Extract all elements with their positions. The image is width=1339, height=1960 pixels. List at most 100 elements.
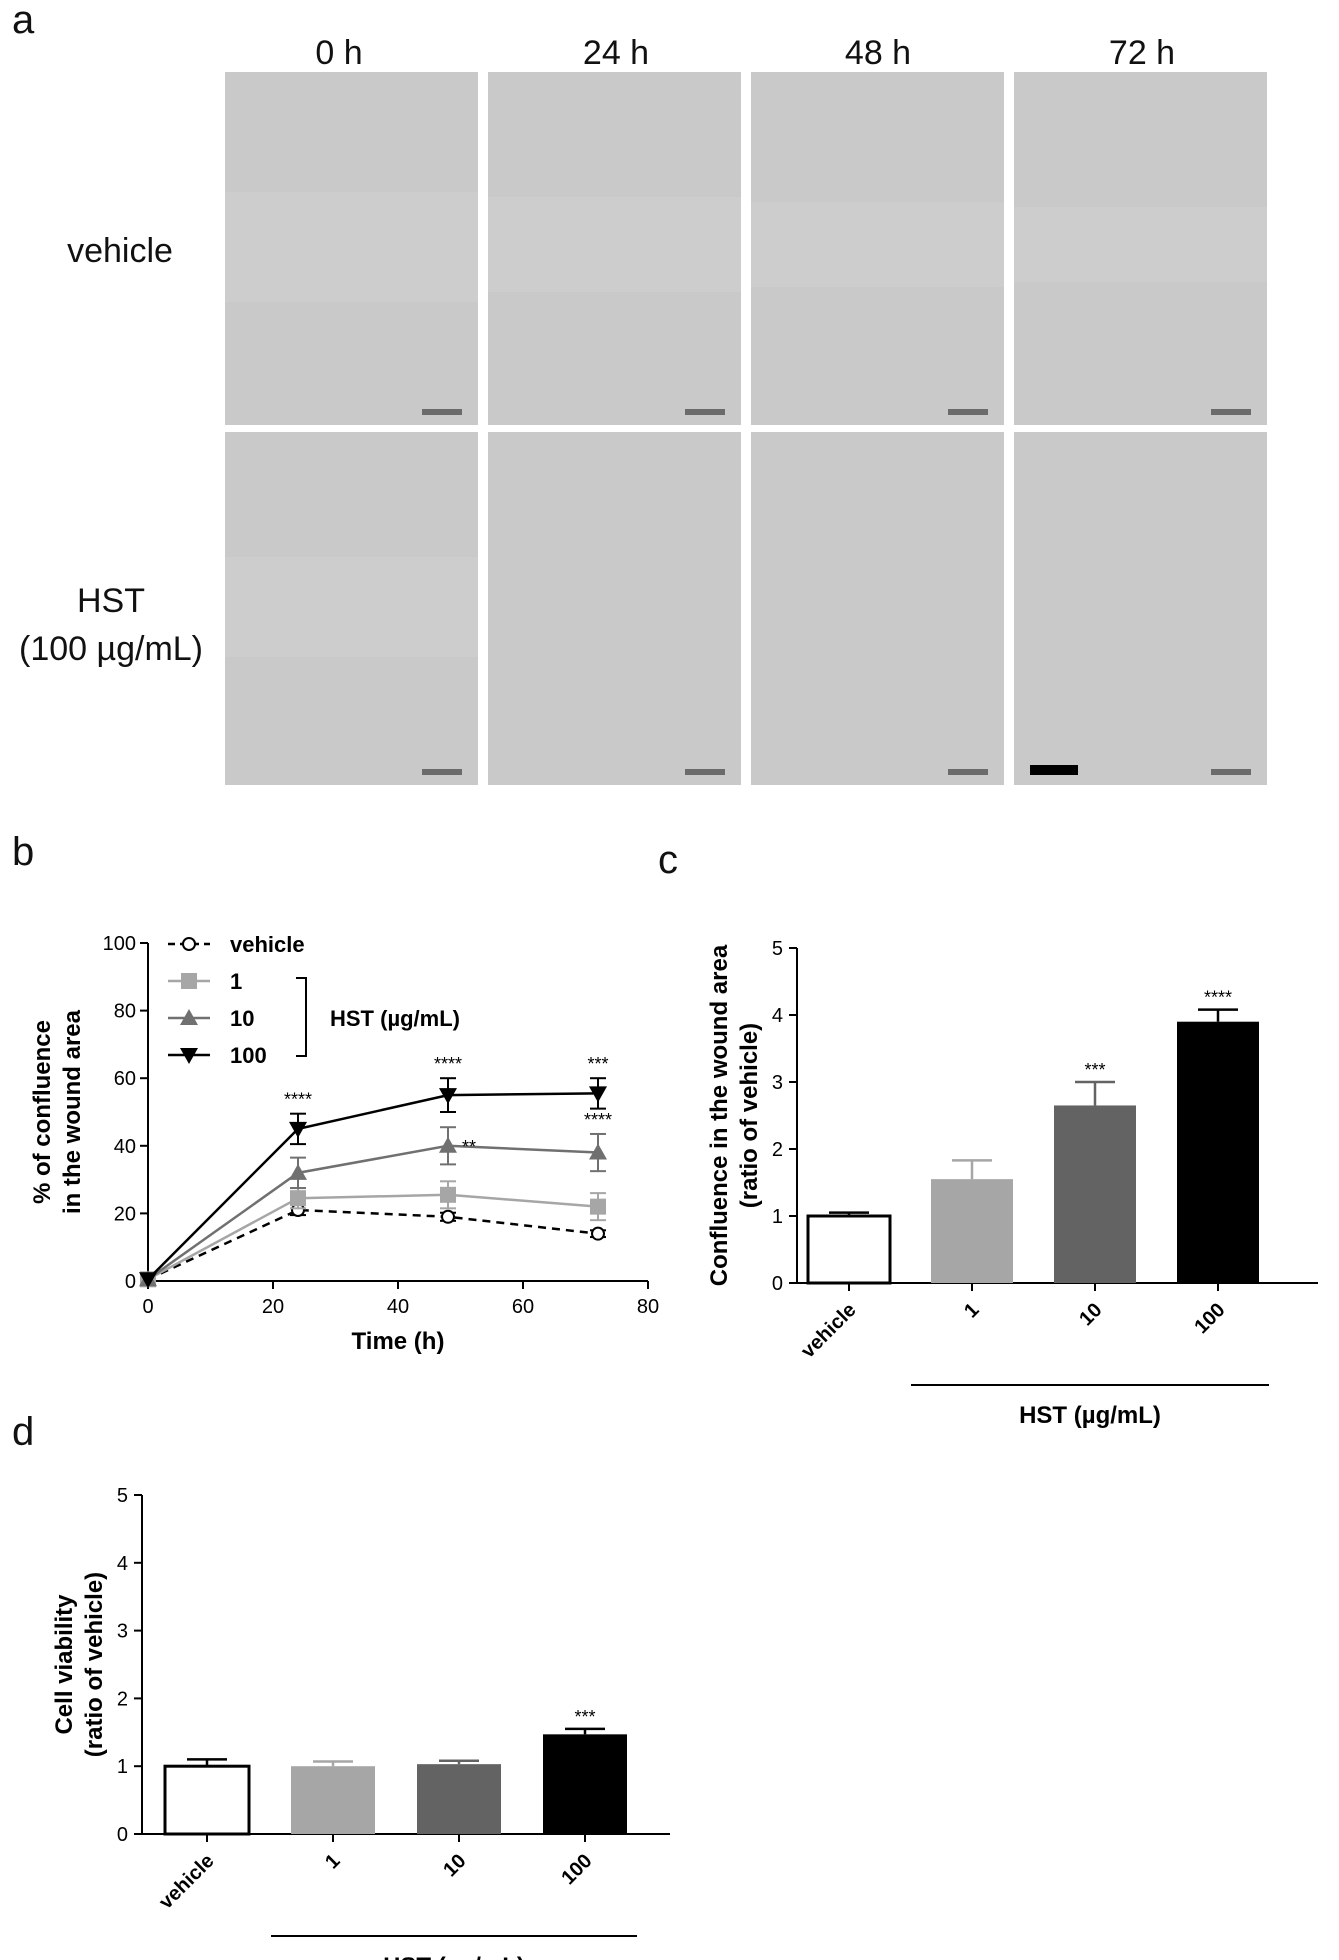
y-tick-label: 2 [772,1139,783,1161]
y-tick-label: 3 [772,1072,783,1094]
data-point-10 [439,1136,457,1153]
x-tick-label: vehicle [797,1299,861,1363]
micrograph-vehicle-0h [225,72,478,425]
y-axis-label-line1: % of confluence [29,1020,56,1204]
legend-label: 100 [230,1043,267,1068]
micrograph-hst-72h [1014,432,1267,785]
y-tick-label: 100 [103,933,136,955]
y-tick-label: 4 [117,1553,128,1575]
bar-100 [1177,1021,1259,1283]
x-tick-label: 100 [1190,1299,1229,1338]
data-point-vehicle [591,1226,605,1241]
bar-1 [291,1766,375,1834]
x-tick-label: 20 [262,1296,284,1318]
panel-b-letter: b [12,830,35,874]
y-tick-label: 5 [772,938,783,960]
y-tick-label: 60 [114,1068,136,1090]
y-tick-label: 2 [117,1688,128,1710]
data-point-1 [590,1198,606,1215]
y-axis-label-line1: Confluence in the wound area [706,944,733,1286]
series-10: ****** [139,1110,612,1287]
x-tick-label: 10 [1075,1299,1106,1330]
significance-label: *** [574,1707,595,1727]
significance-label: *** [587,1054,608,1074]
x-tick-label: vehicle [155,1850,219,1914]
micrograph-vehicle-72h [1014,72,1267,425]
y-tick-label: 5 [117,1485,128,1507]
significance-label: ** [462,1137,476,1157]
y-tick-label: 3 [117,1621,128,1643]
series-line-1 [147,1193,599,1281]
bar-chart-cell-viability: 0 1 2 3 4 5 Cell viability (ratio of vehicle) ve… [51,1485,670,1960]
time-label-48h: 48 h [844,34,912,72]
legend-label: 1 [230,969,242,994]
significance-label: **** [1204,988,1232,1008]
micrograph-hst-0h [225,432,478,785]
bar-chart-confluence-ratio: 0 1 2 3 4 5 Confluence in the wound area (ratio… [706,938,1318,1429]
data-point-100 [589,1086,607,1103]
group-label: HST (µg/mL) [383,1953,525,1960]
bar-10 [417,1764,501,1834]
micrograph-hst-24h [488,432,741,785]
legend-marker [180,1048,198,1064]
y-tick-label: 1 [117,1756,128,1778]
x-tick-label: 60 [512,1296,534,1318]
data-point-10 [289,1163,307,1180]
significance-label: **** [284,1090,312,1110]
y-tick-label: 0 [117,1824,128,1846]
data-point-100 [139,1272,157,1289]
scale-bar [1030,765,1078,775]
data-point-10 [589,1143,607,1160]
group-label: HST (µg/mL) [1019,1402,1161,1429]
series-line-100 [147,1092,599,1281]
legend-entry-1: 1 [168,969,242,994]
data-point-1 [440,1186,456,1203]
legend-entry-vehicle: vehicle [168,932,305,957]
bar-vehicle [806,1214,892,1285]
data-point-100 [439,1088,457,1105]
x-axis-label: Time (h) [352,1328,445,1355]
y-axis-label-line2: (ratio of vehicle) [81,1572,108,1757]
series-line-vehicle [147,1208,599,1281]
y-tick-label: 0 [772,1273,783,1295]
legend-entry-10: 10 [168,1006,254,1031]
legend-bracket [296,977,307,1057]
time-label-0h: 0 h [315,34,363,72]
legend-entry-100: 100 [168,1043,267,1068]
data-point-100 [289,1121,307,1138]
legend-label: 10 [230,1006,254,1031]
y-tick-label: 20 [114,1203,136,1225]
x-tick-label: 80 [637,1296,659,1318]
bar-10 [1054,1105,1136,1283]
line-chart-confluence: 0 20 40 60 80 100 0 20 40 60 80 Time (h) % of conflu… [29,932,659,1355]
significance-label: **** [584,1110,612,1130]
time-label-72h: 72 h [1108,34,1176,72]
x-tick-label: 100 [557,1850,596,1889]
x-tick-label: 0 [142,1296,153,1318]
x-tick-label: 1 [960,1299,983,1322]
series-100: ******** *** [139,1054,609,1289]
data-point-1 [290,1190,306,1207]
micrograph-vehicle-48h [751,72,1004,425]
y-tick-label: 40 [114,1136,136,1158]
x-tick-label: 40 [387,1296,409,1318]
bar-100 [543,1734,627,1834]
y-tick-label: 1 [772,1206,783,1228]
x-tick-label: 10 [439,1850,470,1881]
bar-1 [931,1179,1013,1283]
panel-d-letter: d [12,1410,35,1454]
time-label-24h: 24 h [582,34,650,72]
significance-label: **** [434,1054,462,1074]
row-label-hst: HST [77,582,145,620]
row-label-vehicle: vehicle [67,232,173,270]
panel-c-letter: c [658,838,678,882]
row-label-hst-concentration: (100 µg/mL) [19,630,203,668]
y-axis-label-line2: (ratio of vehicle) [736,1023,763,1208]
legend-label: vehicle [230,932,305,957]
legend-group-label: HST (µg/mL) [330,1006,460,1031]
y-tick-label: 80 [114,1001,136,1023]
x-tick-label: 1 [321,1850,344,1873]
data-point-vehicle [441,1209,455,1224]
significance-label: *** [1084,1060,1105,1080]
legend-marker [181,973,197,989]
